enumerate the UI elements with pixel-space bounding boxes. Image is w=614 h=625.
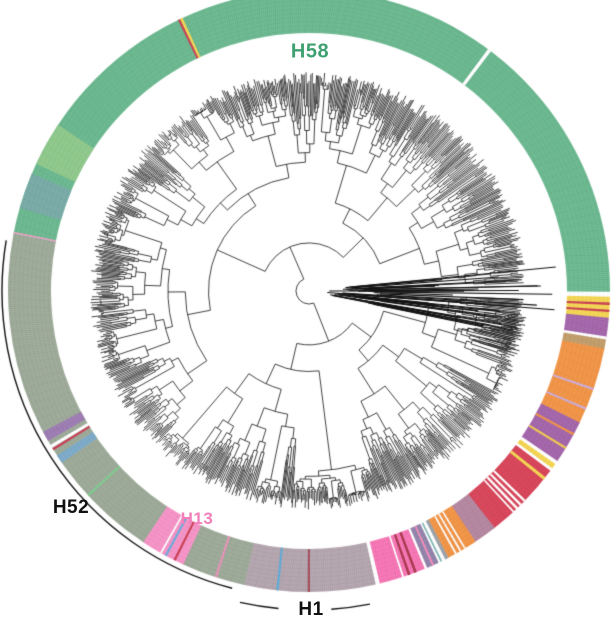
clade-label-h58: H58 (290, 40, 330, 63)
clade-label-h13: H13 (180, 509, 214, 528)
clade-label-h1: H1 (298, 599, 324, 620)
clade-label-h52: H52 (52, 497, 90, 518)
